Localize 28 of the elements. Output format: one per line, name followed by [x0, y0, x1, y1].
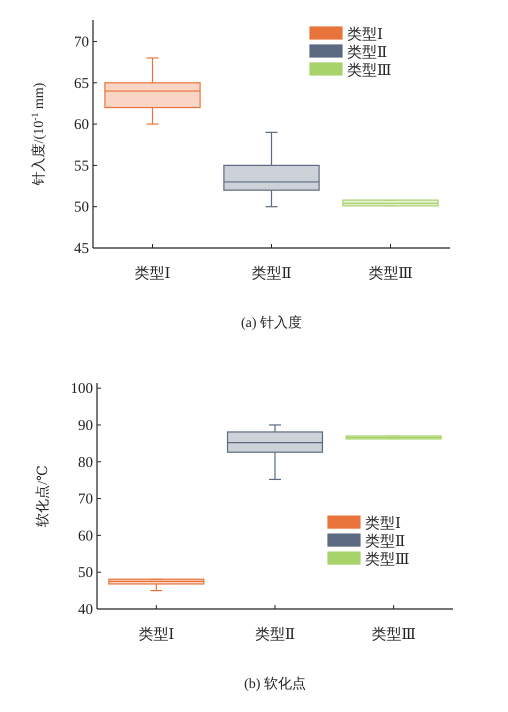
y-tick-label: 50 — [74, 200, 89, 216]
legend-label: 类型Ⅰ — [365, 515, 401, 532]
y-tick-label: 50 — [78, 565, 93, 582]
y-axis-title: 软化点/℃ — [35, 465, 51, 527]
x-tick-label: 类型Ⅰ — [134, 265, 171, 282]
y-tick-label: 65 — [74, 76, 89, 92]
legend-label: 类型Ⅲ — [347, 62, 392, 79]
legend-label: 类型Ⅱ — [365, 533, 406, 550]
y-tick-label: 80 — [78, 454, 93, 471]
x-tick-label: 类型Ⅱ — [254, 626, 296, 643]
text: (b) 软化点 — [244, 676, 306, 692]
legend-label: 类型Ⅲ — [365, 551, 410, 568]
y-tick-label: 45 — [74, 241, 89, 257]
x-tick-label: 类型Ⅱ — [251, 265, 292, 282]
y-tick-label: 100 — [70, 381, 93, 398]
y-tick-label: 60 — [74, 117, 89, 134]
y-tick-label: 70 — [74, 34, 89, 50]
x-tick-label: 类型Ⅰ — [138, 626, 174, 643]
legend-label: 类型Ⅰ — [347, 26, 383, 43]
legend-label: 类型Ⅱ — [347, 44, 388, 61]
y-tick-label: 60 — [78, 528, 93, 544]
y-tick-label: 70 — [78, 492, 93, 508]
y-tick-label: 90 — [78, 418, 93, 434]
y-tick-label: 40 — [78, 602, 93, 618]
text: (a) 针入度 — [240, 315, 302, 331]
x-tick-label: 类型Ⅲ — [368, 265, 413, 282]
y-tick-label: 55 — [74, 158, 89, 174]
x-tick-label: 类型Ⅲ — [371, 626, 416, 643]
